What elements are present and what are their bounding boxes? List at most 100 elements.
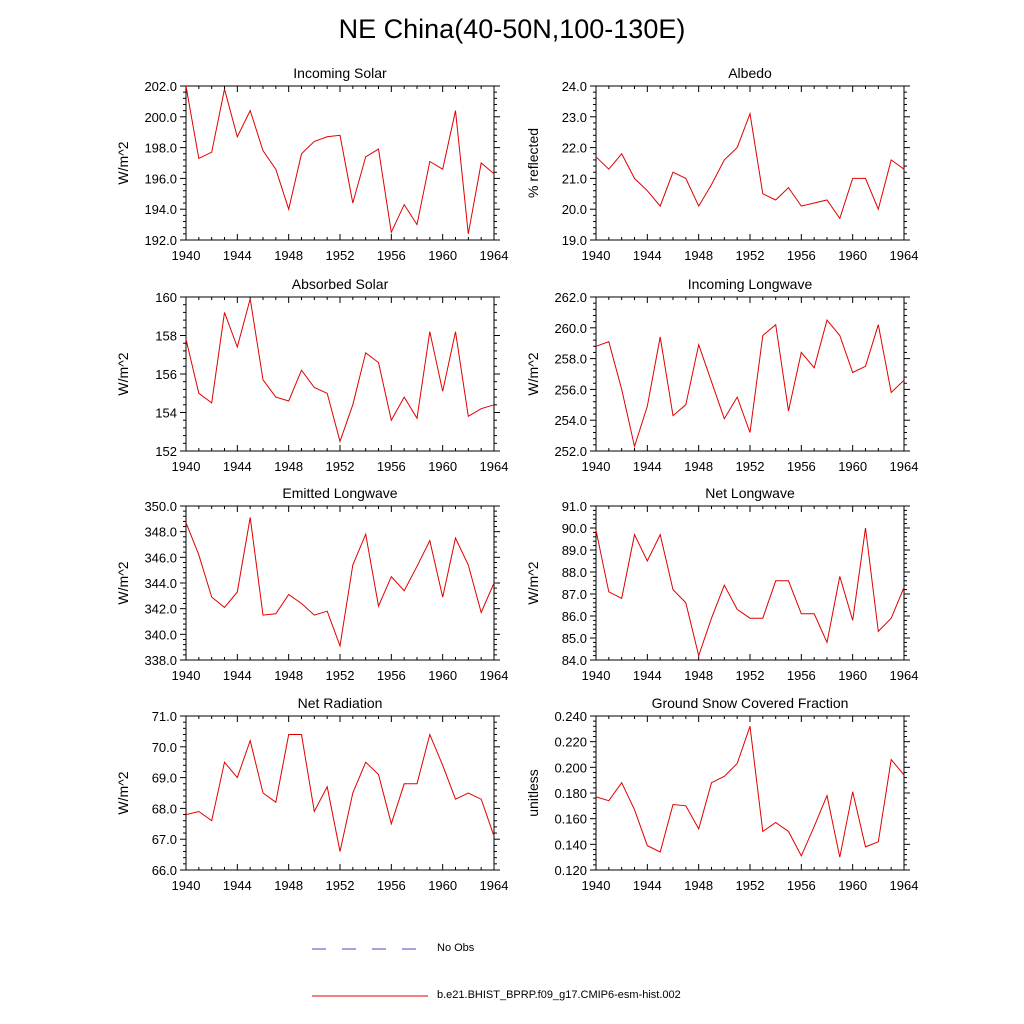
- panel-4-ytick-label: 350.0: [144, 499, 177, 514]
- panel-7-xtick-label: 1956: [787, 878, 816, 893]
- panel-6-xtick-label: 1960: [428, 878, 457, 893]
- panel-2-xtick-label: 1944: [223, 459, 252, 474]
- panel-0-ytick-label: 202.0: [144, 79, 177, 94]
- panel-4-frame: [185, 505, 495, 661]
- panel-1-ytick-label: 22.0: [562, 141, 587, 156]
- panel-7-xtick-label: 1964: [890, 878, 919, 893]
- panel-3-ytick-label: 262.0: [554, 290, 587, 305]
- panel-4-ytick-label: 340.0: [144, 627, 177, 642]
- panel-6-ytick-label: 68.0: [152, 801, 177, 816]
- panel-3-xtick-label: 1948: [684, 459, 713, 474]
- panel-7-ylabel: unitless: [525, 769, 541, 816]
- panel-3-xtick-label: 1944: [633, 459, 662, 474]
- panel-4-xtick-label: 1960: [428, 668, 457, 683]
- panel-1-xtick-label: 1944: [633, 248, 662, 263]
- panel-6-ytick-label: 67.0: [152, 832, 177, 847]
- panel-5-ytick-label: 88.0: [562, 565, 587, 580]
- panel-0-ytick-label: 198.0: [144, 141, 177, 156]
- panel-6-xtick-label: 1956: [377, 878, 406, 893]
- panel-1-ytick-label: 20.0: [562, 202, 587, 217]
- panel-5-xtick-label: 1940: [582, 668, 611, 683]
- panel-5-ytick-label: 89.0: [562, 543, 587, 558]
- panel-7-ytick-label: 0.240: [554, 709, 587, 724]
- panel-3-xtick-label: 1964: [890, 459, 919, 474]
- panel-0-xtick-label: 1940: [172, 248, 201, 263]
- panel-2-xtick-label: 1956: [377, 459, 406, 474]
- panel-0-xtick-label: 1956: [377, 248, 406, 263]
- panel-0-ytick-label: 200.0: [144, 110, 177, 125]
- panel-0-xtick-label: 1964: [480, 248, 509, 263]
- panel-6-ytick-label: 71.0: [152, 709, 177, 724]
- panel-4-ytick-label: 344.0: [144, 576, 177, 591]
- panel-6-frame: [185, 715, 495, 871]
- figure-title: NE China(40-50N,100-130E): [338, 14, 686, 44]
- panel-1-xtick-label: 1952: [736, 248, 765, 263]
- panel-7-xtick-label: 1960: [838, 878, 867, 893]
- panel-6-ytick-label: 66.0: [152, 863, 177, 878]
- panel-2-series-line: [185, 298, 495, 444]
- panel-1-xtick-label: 1940: [582, 248, 611, 263]
- panel-4-ylabel: W/m^2: [115, 561, 131, 604]
- panel-4-title: Emitted Longwave: [282, 485, 397, 501]
- panel-4-xtick-label: 1944: [223, 668, 252, 683]
- panel-7-ytick-label: 0.120: [554, 863, 587, 878]
- panel-1-ytick-label: 24.0: [562, 79, 587, 94]
- panel-5-ytick-label: 85.0: [562, 631, 587, 646]
- panel-0-title: Incoming Solar: [293, 65, 387, 81]
- panel-6-xtick-label: 1944: [223, 878, 252, 893]
- panel-1-frame: [595, 85, 905, 241]
- panel-4-ytick-label: 338.0: [144, 653, 177, 668]
- panel-7-xtick-label: 1940: [582, 878, 611, 893]
- panel-5-xtick-label: 1948: [684, 668, 713, 683]
- panel-3-title: Incoming Longwave: [688, 276, 813, 292]
- panel-1-xtick-label: 1948: [684, 248, 713, 263]
- panel-4-xtick-label: 1964: [480, 668, 509, 683]
- panel-7-xtick-label: 1952: [736, 878, 765, 893]
- panel-0-xtick-label: 1952: [326, 248, 355, 263]
- panel-3-ytick-label: 256.0: [554, 382, 587, 397]
- panel-5-xtick-label: 1952: [736, 668, 765, 683]
- panel-5-xtick-label: 1964: [890, 668, 919, 683]
- panel-0-ytick-label: 194.0: [144, 202, 177, 217]
- panel-1-ytick-label: 21.0: [562, 171, 587, 186]
- panel-6-xtick-label: 1964: [480, 878, 509, 893]
- panel-7-series-line: [595, 726, 905, 858]
- panel-0-xtick-label: 1944: [223, 248, 252, 263]
- panel-7-xtick-label: 1948: [684, 878, 713, 893]
- panel-1-xtick-label: 1956: [787, 248, 816, 263]
- panel-3-xtick-label: 1940: [582, 459, 611, 474]
- panel-6-series-line: [185, 732, 495, 852]
- panel-2-ytick-label: 156: [155, 367, 177, 382]
- panel-5-ylabel: W/m^2: [525, 561, 541, 604]
- panel-7-ytick-label: 0.220: [554, 735, 587, 750]
- panel-1-ytick-label: 23.0: [562, 110, 587, 125]
- panel-3-frame: [595, 296, 905, 452]
- panel-4-ytick-label: 342.0: [144, 602, 177, 617]
- panel-5-title: Net Longwave: [705, 485, 795, 501]
- panel-6-ytick-label: 70.0: [152, 740, 177, 755]
- panel-1-xtick-label: 1960: [838, 248, 867, 263]
- panel-4-xtick-label: 1952: [326, 668, 355, 683]
- panel-7-title: Ground Snow Covered Fraction: [652, 695, 849, 711]
- panel-2-ylabel: W/m^2: [115, 352, 131, 395]
- panel-4-xtick-label: 1948: [274, 668, 303, 683]
- panel-0-ylabel: W/m^2: [115, 141, 131, 184]
- panel-3-ytick-label: 260.0: [554, 321, 587, 336]
- panel-0-ytick-label: 192.0: [144, 233, 177, 248]
- panel-0-xtick-label: 1948: [274, 248, 303, 263]
- panel-6-ytick-label: 69.0: [152, 771, 177, 786]
- panel-6-title: Net Radiation: [298, 695, 383, 711]
- panel-2-xtick-label: 1948: [274, 459, 303, 474]
- panel-1-xtick-label: 1964: [890, 248, 919, 263]
- panel-5-xtick-label: 1960: [838, 668, 867, 683]
- panel-5-ytick-label: 91.0: [562, 499, 587, 514]
- panel-5-xtick-label: 1944: [633, 668, 662, 683]
- panel-4-series-line: [185, 517, 495, 648]
- panel-0-ytick-label: 196.0: [144, 171, 177, 186]
- panel-7-frame: [595, 715, 905, 871]
- panel-4-xtick-label: 1940: [172, 668, 201, 683]
- panel-1-ylabel: % reflected: [525, 128, 541, 198]
- panel-3-ytick-label: 252.0: [554, 444, 587, 459]
- panel-0-xtick-label: 1960: [428, 248, 457, 263]
- panel-2-frame: [185, 296, 495, 452]
